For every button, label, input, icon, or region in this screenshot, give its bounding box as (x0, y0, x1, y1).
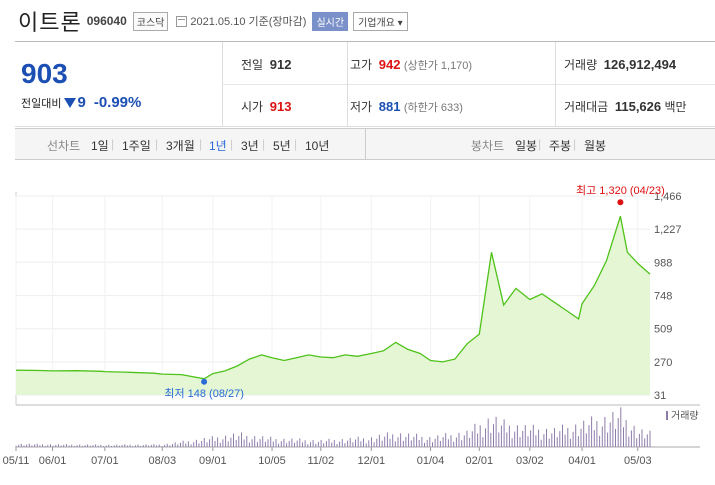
tab-5y[interactable]: 5년 (273, 139, 291, 153)
chart-tabbar: 선차트 1일 | 1주일 | 3개월 | 1년 | 3년 | 5년 | 10년 … (15, 128, 715, 160)
open-label: 시가 (241, 100, 264, 114)
x-tick-label: 02/01 (466, 455, 494, 467)
tab-1y[interactable]: 1년 (209, 139, 227, 153)
y-tick-label: 1,466 (654, 191, 682, 203)
price-line (15, 216, 651, 380)
base-date: 2021.05.10 (190, 16, 246, 28)
high-label: 고가 (350, 58, 373, 72)
low-label: 최저 148 (08/27) (164, 387, 244, 400)
stock-name: 이트론 (18, 10, 82, 35)
open-value: 913 (269, 99, 292, 114)
volume-cell: 거래량 126,912,494 (564, 56, 676, 73)
separator: | (573, 137, 577, 151)
low-label: 저가 (350, 100, 373, 114)
open-cell: 시가 913 (241, 98, 291, 115)
amount-unit: 백만 (664, 100, 687, 114)
y-tick-label: 509 (654, 324, 672, 336)
tab-1w[interactable]: 1주일 (122, 139, 151, 153)
lower-limit: (하한가 633) (403, 102, 463, 114)
realtime-button[interactable]: 실시간 (312, 11, 349, 31)
volume-value: 126,912,494 (603, 57, 677, 72)
high-cell: 고가 942 (상한가 1,170) (350, 56, 472, 73)
current-price: 903 (21, 58, 68, 89)
amount-value: 115,626 (614, 99, 662, 114)
divider (222, 84, 715, 85)
x-tick-label: 06/01 (39, 455, 67, 467)
separator: | (294, 137, 298, 151)
down-arrow-icon (64, 98, 77, 108)
change-percent: -0.99% (93, 94, 142, 111)
volume-legend-swatch (666, 411, 668, 420)
x-tick-label: 10/05 (258, 455, 286, 467)
tab-monthly[interactable]: 월봉 (584, 139, 607, 153)
x-tick-label: 09/01 (199, 455, 227, 467)
low-cell: 저가 881 (하한가 633) (350, 98, 463, 115)
high-marker (617, 199, 624, 206)
change-value: 9 (77, 94, 86, 111)
price-summary: 903 전일대비 9 -0.99% 전일 912 고가 942 (상한가 1,1… (15, 41, 715, 127)
tab-daily[interactable]: 일봉 (515, 139, 538, 153)
amount-cell: 거래대금 115,626 백만 (564, 98, 687, 115)
volume-legend-label: 거래량 (671, 410, 699, 422)
tab-1d[interactable]: 1일 (91, 139, 109, 153)
separator: | (111, 137, 115, 151)
high-label: 최고 1,320 (04/23) (576, 184, 665, 197)
date-text: 2021.05.10 기준(장마감) (190, 13, 306, 29)
tab-10y[interactable]: 10년 (305, 139, 330, 153)
stock-code: 096040 (86, 14, 127, 28)
volume-label: 거래량 (564, 58, 598, 72)
low-value: 881 (378, 99, 401, 114)
x-tick-label: 11/02 (307, 455, 334, 467)
amount-label: 거래대금 (564, 100, 609, 114)
x-tick-label: 07/01 (91, 455, 119, 467)
stock-header: 이트론 096040 코스닥 2021.05.10 기준(장마감) 실시간 기업… (18, 6, 715, 36)
separator: | (199, 137, 203, 151)
separator: | (155, 137, 159, 151)
y-tick-label: 270 (654, 357, 672, 369)
x-tick-label: 08/03 (149, 455, 177, 467)
line-chart-label: 선차트 (47, 139, 81, 153)
low-marker (201, 378, 208, 385)
change-row: 전일대비 9 -0.99% (21, 94, 141, 111)
market-badge: 코스닥 (132, 11, 169, 31)
separator: | (538, 137, 542, 151)
candle-chart-label: 봉차트 (471, 139, 505, 153)
tab-weekly[interactable]: 주봉 (549, 139, 572, 153)
divider (365, 129, 366, 159)
x-tick-label: 03/02 (516, 455, 544, 467)
y-tick-label: 31 (654, 390, 666, 402)
x-tick-label: 04/01 (568, 455, 596, 467)
high-value: 942 (378, 57, 401, 72)
prev-close-cell: 전일 912 (241, 56, 291, 73)
price-area (16, 216, 650, 395)
prev-close-label: 전일 (241, 58, 264, 72)
separator: | (230, 137, 234, 151)
tab-3y[interactable]: 3년 (241, 139, 259, 153)
y-tick-label: 748 (654, 291, 672, 303)
change-label: 전일대비 (21, 98, 62, 110)
tab-3m[interactable]: 3개월 (166, 139, 195, 153)
upper-limit: (상한가 1,170) (403, 60, 473, 72)
company-overview-button[interactable]: 기업개요 ▾ (353, 11, 408, 31)
current-price-box: 903 전일대비 9 -0.99% (15, 42, 223, 126)
prev-close-value: 912 (269, 57, 292, 72)
x-tick-label: 05/11 (3, 455, 30, 467)
y-tick-label: 988 (654, 257, 672, 269)
x-tick-label: 01/04 (417, 455, 445, 467)
calendar-icon (176, 15, 188, 27)
x-tick-label: 12/01 (358, 455, 386, 467)
x-tick-label: 05/03 (624, 455, 652, 467)
y-tick-label: 1,227 (654, 224, 682, 236)
date-suffix: 기준(장마감) (248, 16, 307, 28)
separator: | (262, 137, 266, 151)
